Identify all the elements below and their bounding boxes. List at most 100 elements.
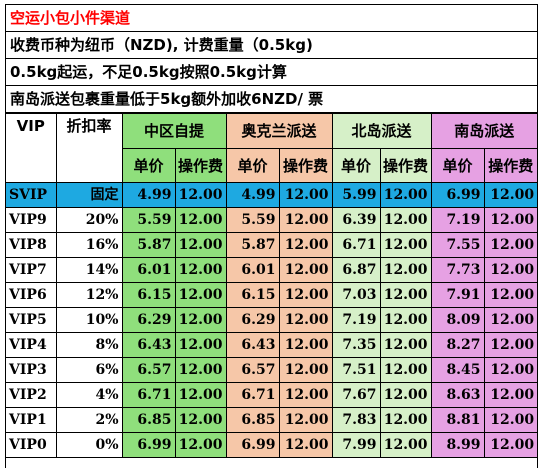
cell-south: 8.09 (430, 307, 485, 333)
table-row: VIP9 20% 5.59 12.00 5.59 12.00 6.39 12.00 7.19 12… (6, 207, 538, 233)
cell-north-fee: 12.00 (379, 357, 432, 383)
cell-auckland: 6.99 (225, 432, 280, 458)
cell-central-fee: 12.00 (174, 407, 227, 433)
header-discount: 折扣率 (55, 112, 123, 183)
cell-north: 7.19 (331, 307, 381, 333)
cell-level: VIP7 (6, 257, 57, 283)
header-unit-price: 单价 (122, 148, 176, 183)
cell-central: 6.43 (121, 332, 176, 358)
cell-south-fee: 12.00 (483, 282, 538, 308)
header-handling-fee: 操作费 (483, 148, 538, 183)
cell-auckland: 5.87 (225, 232, 280, 258)
cell-north: 5.99 (331, 182, 381, 208)
cell-south: 8.63 (430, 382, 485, 408)
table-row: VIP8 16% 5.87 12.00 5.87 12.00 6.71 12.00 7.55 12… (6, 232, 538, 258)
cell-central-fee: 12.00 (174, 432, 227, 458)
cell-discount: 0% (55, 432, 123, 458)
cell-south: 8.45 (430, 357, 485, 383)
cell-discount: 10% (55, 307, 123, 333)
header-row-zones: VIP 折扣率 中区自提 奥克兰派送 北岛派送 南岛派送 (6, 112, 538, 183)
cell-discount: 6% (55, 357, 123, 383)
cell-south: 8.81 (430, 407, 485, 433)
cell-level: VIP6 (6, 282, 57, 308)
cell-auckland-fee: 12.00 (278, 382, 333, 408)
cell-auckland: 4.99 (225, 182, 280, 208)
cell-central-fee: 12.00 (174, 332, 227, 358)
header-vip: VIP (6, 112, 57, 183)
cell-north-fee: 12.00 (379, 332, 432, 358)
cell-central: 6.85 (121, 407, 176, 433)
header-zone-auckland: 奥克兰派送 (225, 112, 333, 149)
cell-south-fee: 12.00 (483, 407, 538, 433)
table-row: VIP7 14% 6.01 12.00 6.01 12.00 6.87 12.00 7.73 12… (6, 257, 538, 283)
cell-central: 6.15 (121, 282, 176, 308)
cell-level: VIP4 (6, 332, 57, 358)
cell-south: 8.99 (430, 432, 485, 458)
cell-auckland-fee: 12.00 (278, 407, 333, 433)
cell-south: 7.73 (430, 257, 485, 283)
cell-level: VIP8 (6, 232, 57, 258)
cell-auckland-fee: 12.00 (278, 432, 333, 458)
price-sheet: 空运小包小件渠道 收费币种为纽币（NZD), 计费重量（0.5kg) 0.5kg… (5, 4, 538, 468)
cell-discount: 2% (55, 407, 123, 433)
cell-auckland: 6.29 (225, 307, 280, 333)
cell-level: VIP3 (6, 357, 57, 383)
cell-discount: 16% (55, 232, 123, 258)
cell-south-fee: 12.00 (483, 382, 538, 408)
cell-central-fee: 12.00 (174, 182, 227, 208)
cell-auckland-fee: 12.00 (278, 332, 333, 358)
cell-auckland: 6.85 (225, 407, 280, 433)
table-row: SVIP 固定 4.99 12.00 4.99 12.00 5.99 12.00 6.99 12.… (6, 182, 538, 208)
cell-level: VIP5 (6, 307, 57, 333)
cell-level: VIP0 (6, 432, 57, 458)
cell-discount: 4% (55, 382, 123, 408)
cell-auckland-fee: 12.00 (278, 232, 333, 258)
cell-north-fee: 12.00 (379, 432, 432, 458)
header-unit-price: 单价 (430, 148, 485, 183)
cell-south-fee: 12.00 (483, 257, 538, 283)
cell-north: 6.39 (331, 207, 381, 233)
cell-central: 6.01 (121, 257, 176, 283)
header-handling-fee: 操作费 (379, 148, 432, 183)
cell-north-fee: 12.00 (379, 182, 432, 208)
cell-central: 5.59 (121, 207, 176, 233)
cell-north-fee: 12.00 (379, 282, 432, 308)
cell-north: 7.51 (331, 357, 381, 383)
cell-north: 6.87 (331, 257, 381, 283)
cell-south: 6.99 (430, 182, 485, 208)
cell-auckland: 6.15 (225, 282, 280, 308)
cell-south-fee: 12.00 (483, 232, 538, 258)
cell-south: 7.55 (430, 232, 485, 258)
cell-south-fee: 12.00 (483, 182, 538, 208)
table-row: VIP5 10% 6.29 12.00 6.29 12.00 7.19 12.00 8.09 12… (6, 307, 538, 333)
table-row: VIP4 8% 6.43 12.00 6.43 12.00 7.35 12.00 8.27 12.… (6, 332, 538, 358)
header-unit-price: 单价 (225, 148, 280, 183)
cell-north-fee: 12.00 (379, 407, 432, 433)
header-zone-north: 北岛派送 (331, 112, 432, 149)
cell-auckland-fee: 12.00 (278, 282, 333, 308)
currency-note: 收费币种为纽币（NZD), 计费重量（0.5kg) (6, 31, 537, 58)
cell-central-fee: 12.00 (174, 357, 227, 383)
cell-auckland-fee: 12.00 (278, 257, 333, 283)
cell-central: 5.87 (121, 232, 176, 258)
cell-auckland-fee: 12.00 (278, 182, 333, 208)
table-row: VIP3 6% 6.57 12.00 6.57 12.00 7.51 12.00 8.45 12.… (6, 357, 538, 383)
cell-north-fee: 12.00 (379, 382, 432, 408)
table-row: VIP0 0% 6.99 12.00 6.99 12.00 7.99 12.00 8.99 12.… (6, 432, 538, 458)
cell-central-fee: 12.00 (174, 307, 227, 333)
cell-central: 6.71 (121, 382, 176, 408)
cell-auckland: 6.43 (225, 332, 280, 358)
cell-discount: 14% (55, 257, 123, 283)
cell-north: 7.83 (331, 407, 381, 433)
cell-central: 6.99 (121, 432, 176, 458)
table-row: VIP6 12% 6.15 12.00 6.15 12.00 7.03 12.00 7.91 12… (6, 282, 538, 308)
cell-north: 7.99 (331, 432, 381, 458)
cell-south-fee: 12.00 (483, 432, 538, 458)
cell-central-fee: 12.00 (174, 282, 227, 308)
cell-discount: 固定 (55, 182, 123, 208)
cell-south-fee: 12.00 (483, 307, 538, 333)
cell-north-fee: 12.00 (379, 207, 432, 233)
cell-north-fee: 12.00 (379, 307, 432, 333)
cell-south: 7.91 (430, 282, 485, 308)
cell-north-fee: 12.00 (379, 232, 432, 258)
